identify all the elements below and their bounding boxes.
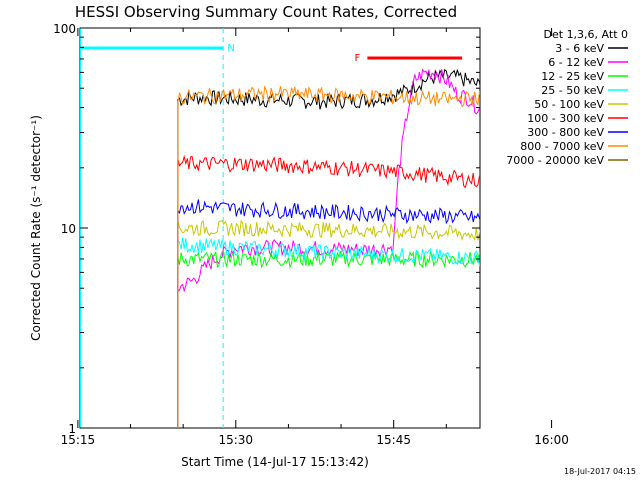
- chart-title: HESSI Observing Summary Count Rates, Cor…: [75, 3, 457, 21]
- legend-entry: 100 - 300 keV: [527, 112, 628, 125]
- legend-entry: 300 - 800 keV: [527, 126, 628, 139]
- series-800-7000kev: [177, 85, 480, 428]
- series-25-50kev: [177, 237, 480, 428]
- x-tick-label: 16:00: [534, 433, 569, 447]
- legend-entry: 3 - 6 keV: [555, 42, 628, 55]
- x-tick-label: 15:45: [376, 433, 411, 447]
- series-trace: [177, 154, 480, 428]
- series-50-100kev: [177, 219, 480, 428]
- annotation-label-n: N: [227, 43, 234, 54]
- y-tick-label: 1: [68, 422, 76, 436]
- x-axis-label: Start Time (14-Jul-17 15:13:42): [181, 455, 369, 469]
- legend-entry: 6 - 12 keV: [548, 56, 628, 69]
- legend-entry-label: 7000 - 20000 keV: [506, 154, 604, 167]
- annotation-n-0: [80, 28, 224, 428]
- legend-entry: 50 - 100 keV: [534, 98, 628, 111]
- series-100-300kev: [177, 154, 480, 428]
- series-trace: [177, 68, 480, 428]
- legend-entry-label: 800 - 7000 keV: [520, 140, 604, 153]
- plot-area: NF: [79, 27, 481, 429]
- x-tick-label: 15:15: [61, 433, 96, 447]
- y-axis-label: Corrected Count Rate (s⁻¹ detector⁻¹): [29, 115, 43, 341]
- series-layer: [80, 28, 480, 428]
- legend-entry: 12 - 25 keV: [541, 70, 628, 83]
- series-12-25kev: [177, 250, 480, 428]
- legend-entry: 25 - 50 keV: [541, 84, 628, 97]
- legend-entry: 800 - 7000 keV: [520, 140, 628, 153]
- series-trace: [177, 237, 480, 428]
- legend-entry: 7000 - 20000 keV: [506, 154, 628, 167]
- legend-title: Det 1,3,6, Att 0: [544, 28, 628, 41]
- legend-entry-label: 12 - 25 keV: [541, 70, 604, 83]
- y-tick-label: 10: [61, 222, 76, 236]
- legend-entry-label: 100 - 300 keV: [527, 112, 604, 125]
- y-axis-ticks: 1 10 100: [53, 22, 480, 436]
- legend-entry-label: 25 - 50 keV: [541, 84, 604, 97]
- footer-timestamp: 18-Jul-2017 04:15: [564, 467, 636, 476]
- legend-entry-label: 50 - 100 keV: [534, 98, 604, 111]
- legend-entry-label: 6 - 12 keV: [548, 56, 604, 69]
- series-trace: [177, 219, 480, 428]
- series-trace: [177, 250, 480, 428]
- y-tick-label: 100: [53, 22, 76, 36]
- series-300-800kev: [177, 199, 480, 428]
- legend-entry-label: 300 - 800 keV: [527, 126, 604, 139]
- series-trace: [177, 199, 480, 428]
- annotation-label-f: F: [354, 53, 360, 64]
- series-trace: [177, 85, 480, 428]
- series-3-6kev: [177, 68, 480, 428]
- x-tick-label: 15:30: [218, 433, 253, 447]
- legend-entry-label: 3 - 6 keV: [555, 42, 604, 55]
